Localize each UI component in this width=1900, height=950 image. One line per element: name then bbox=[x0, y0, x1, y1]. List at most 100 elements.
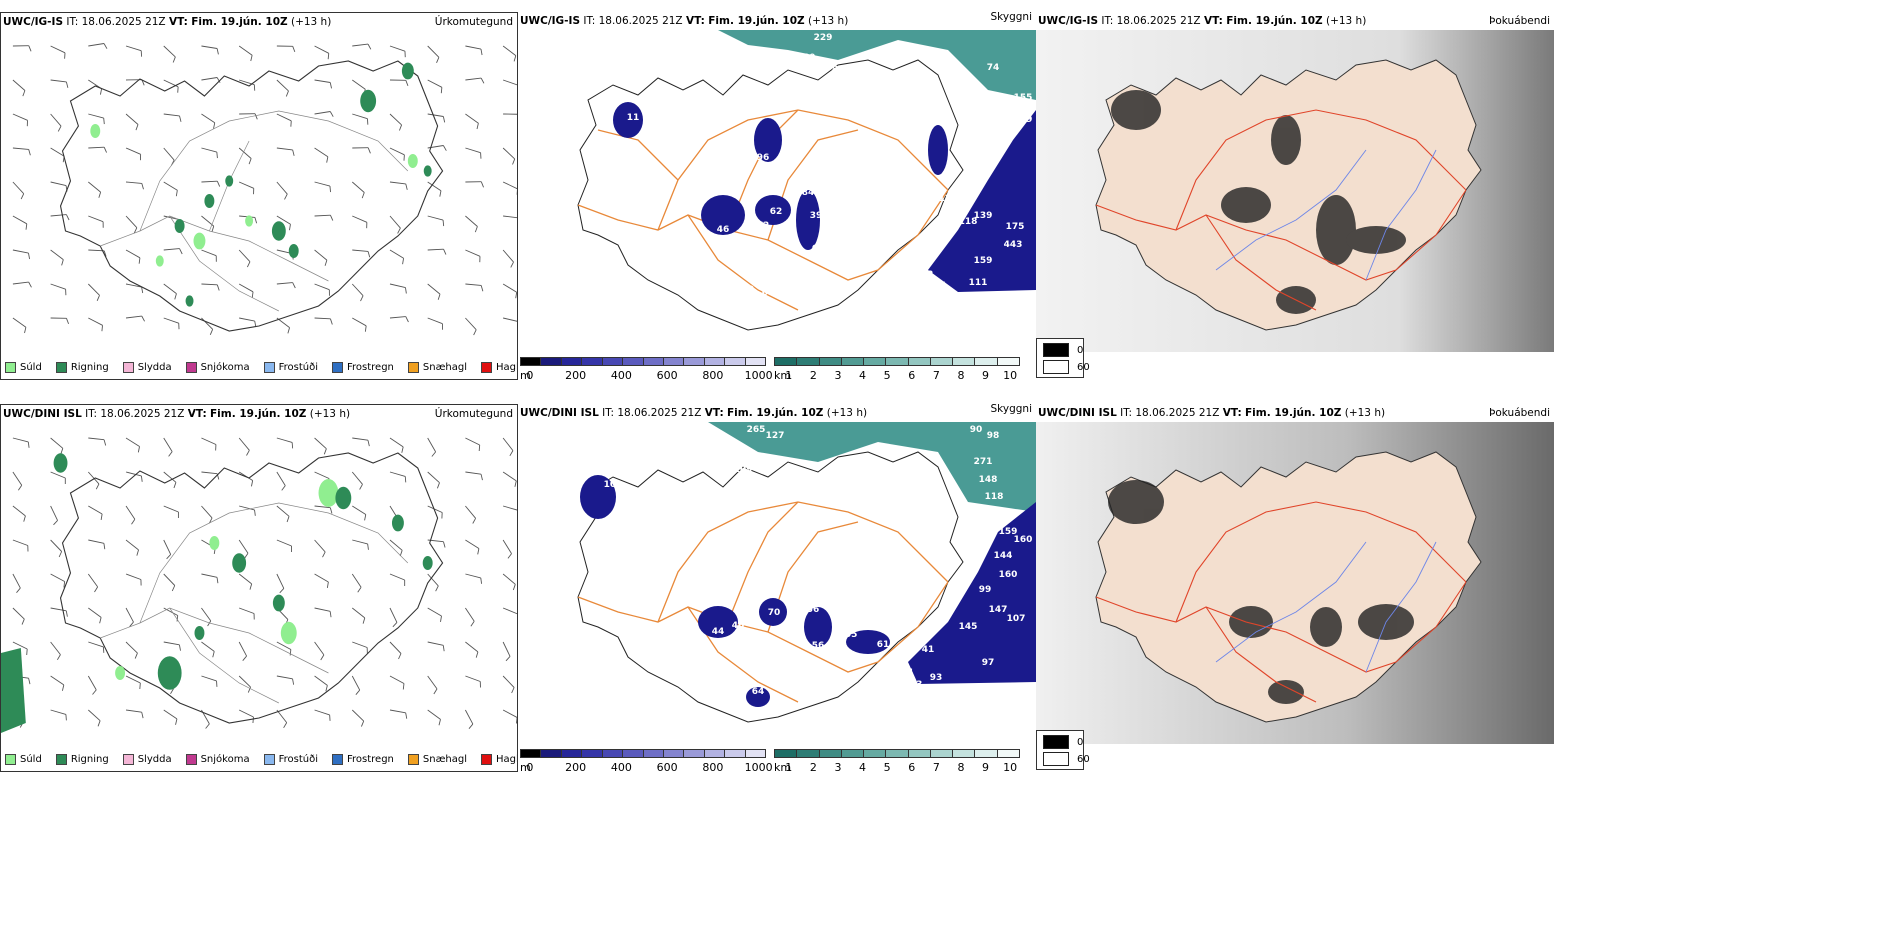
ceiling-value-label: 56 bbox=[812, 641, 825, 651]
ocean-low-ceiling bbox=[908, 502, 1036, 684]
wind-barb bbox=[88, 505, 103, 515]
wind-barb bbox=[12, 317, 27, 328]
wind-barb-flag bbox=[251, 480, 254, 487]
wind-barb bbox=[201, 317, 213, 330]
wind-barb bbox=[465, 505, 476, 519]
wind-barb-flag bbox=[65, 81, 69, 88]
precip-legend-label: Snæhagl bbox=[422, 362, 468, 373]
ceiling-value-label: 120 bbox=[724, 448, 743, 458]
colorbar-tick-label: 200 bbox=[565, 369, 587, 382]
ceiling-value-label: 265 bbox=[747, 425, 766, 435]
wind-barb-flag bbox=[443, 541, 446, 548]
wind-barb bbox=[352, 113, 368, 120]
wind-barb-flag bbox=[216, 577, 219, 584]
wind-barb bbox=[87, 573, 99, 588]
precip-patch bbox=[90, 124, 101, 138]
ceiling-value-label: 111 bbox=[969, 278, 988, 288]
wind-barb-flag bbox=[248, 158, 252, 165]
wind-barb bbox=[502, 437, 514, 451]
wind-barb bbox=[314, 147, 329, 158]
precip-patches bbox=[90, 62, 432, 307]
colorbar-tick-label: 200 bbox=[565, 761, 587, 774]
wind-barb bbox=[314, 505, 331, 509]
colorbar-tick-label: 400 bbox=[610, 369, 632, 382]
wind-barb-flag bbox=[135, 124, 139, 131]
cloud-map: 265 127 90 98 120 109 12 271 148 118 56 68 102 77 159 1… bbox=[518, 422, 1036, 744]
colorbar-segment bbox=[521, 358, 542, 365]
wind-barb-flag bbox=[247, 686, 251, 693]
wind-barb bbox=[502, 45, 517, 56]
wind-barb bbox=[465, 607, 475, 622]
colorbar-tick-label: 3 bbox=[834, 369, 842, 382]
wind-barb-flag bbox=[92, 689, 97, 695]
wind-barb-flag bbox=[360, 720, 365, 727]
wind-barb bbox=[88, 43, 105, 47]
precip-legend-swatch bbox=[55, 362, 67, 373]
wind-barb-flag bbox=[22, 90, 26, 97]
wind-barb bbox=[389, 709, 406, 714]
colorbar-segment bbox=[908, 750, 931, 757]
wind-barb-flag bbox=[58, 551, 63, 558]
precip-patch bbox=[115, 666, 126, 680]
ceiling-value-label: 127 bbox=[927, 281, 946, 291]
wind-barb bbox=[465, 45, 482, 50]
fog-legend-item: 60 bbox=[1043, 360, 1090, 374]
cloud-panel-bottom: UWC/DINI ISL IT: 18.06.2025 21Z VT: Fim.… bbox=[518, 404, 1036, 774]
precip-legend-item: Haglél bbox=[481, 362, 517, 373]
wind-barb bbox=[88, 317, 103, 326]
wind-barb bbox=[465, 317, 477, 331]
precip-patch bbox=[422, 556, 433, 570]
wind-barb bbox=[125, 641, 138, 654]
wind-barb bbox=[314, 675, 328, 686]
wind-barb-flag bbox=[405, 80, 409, 87]
wind-barb-flag bbox=[166, 554, 172, 560]
wind-barb bbox=[427, 505, 443, 513]
wind-barb bbox=[163, 283, 177, 294]
wind-barb bbox=[465, 215, 478, 227]
product-title: Þokuábendi bbox=[1489, 407, 1550, 419]
wind-barb bbox=[50, 79, 67, 83]
precip-legend-label: Rigning bbox=[70, 362, 109, 373]
wind-barb-flag bbox=[292, 282, 296, 289]
wind-barb-flag bbox=[170, 688, 174, 695]
wind-barb bbox=[125, 45, 142, 52]
wind-barb-flag bbox=[208, 517, 213, 524]
wind-barb bbox=[12, 113, 28, 121]
colorbar-segment bbox=[684, 358, 705, 365]
wind-barb-flag bbox=[442, 116, 446, 123]
precip-legend-swatch bbox=[263, 754, 275, 765]
colorbar-segment bbox=[775, 358, 798, 365]
wind-barb-flag bbox=[129, 621, 134, 627]
wind-barb bbox=[389, 539, 403, 551]
colorbar-segment bbox=[725, 750, 746, 757]
wind-barb-flag bbox=[398, 124, 403, 131]
wind-barb-flag bbox=[141, 287, 144, 294]
precip-legend-label: Haglél bbox=[496, 754, 517, 765]
wind-barb-flag bbox=[286, 516, 290, 523]
ceiling-value-label: 147 bbox=[989, 605, 1008, 615]
colorbar-segment bbox=[725, 358, 746, 365]
wind-barb bbox=[201, 573, 218, 578]
colorbar-segment bbox=[704, 750, 726, 757]
wind-barb-flag bbox=[289, 224, 291, 231]
wind-barb bbox=[389, 437, 404, 448]
ceiling-patches bbox=[580, 475, 890, 707]
wind-barb bbox=[502, 181, 517, 190]
wind-barb-flag bbox=[472, 518, 477, 524]
ceiling-value-label: 46 bbox=[717, 225, 730, 235]
wind-barb-flag bbox=[329, 111, 334, 117]
ceiling-value-label: 155 bbox=[1014, 93, 1033, 103]
wind-barb-flag bbox=[442, 220, 445, 227]
wind-barb-flag bbox=[25, 223, 28, 230]
wind-barb-flag bbox=[292, 149, 295, 156]
fog-index-patches bbox=[1108, 480, 1414, 704]
wind-barb bbox=[502, 79, 517, 86]
wind-barb-flag bbox=[61, 684, 65, 691]
precip-legend-item: Rigning bbox=[55, 362, 109, 373]
ceiling-colorbar: m 0 200 400 600 800 1000 bbox=[520, 749, 773, 774]
wind-barbs bbox=[12, 437, 517, 729]
wind-barb-flag bbox=[433, 688, 438, 695]
precip-legend-swatch bbox=[185, 754, 197, 765]
wind-barb bbox=[50, 437, 64, 449]
product-title: Skyggni bbox=[990, 404, 1033, 415]
